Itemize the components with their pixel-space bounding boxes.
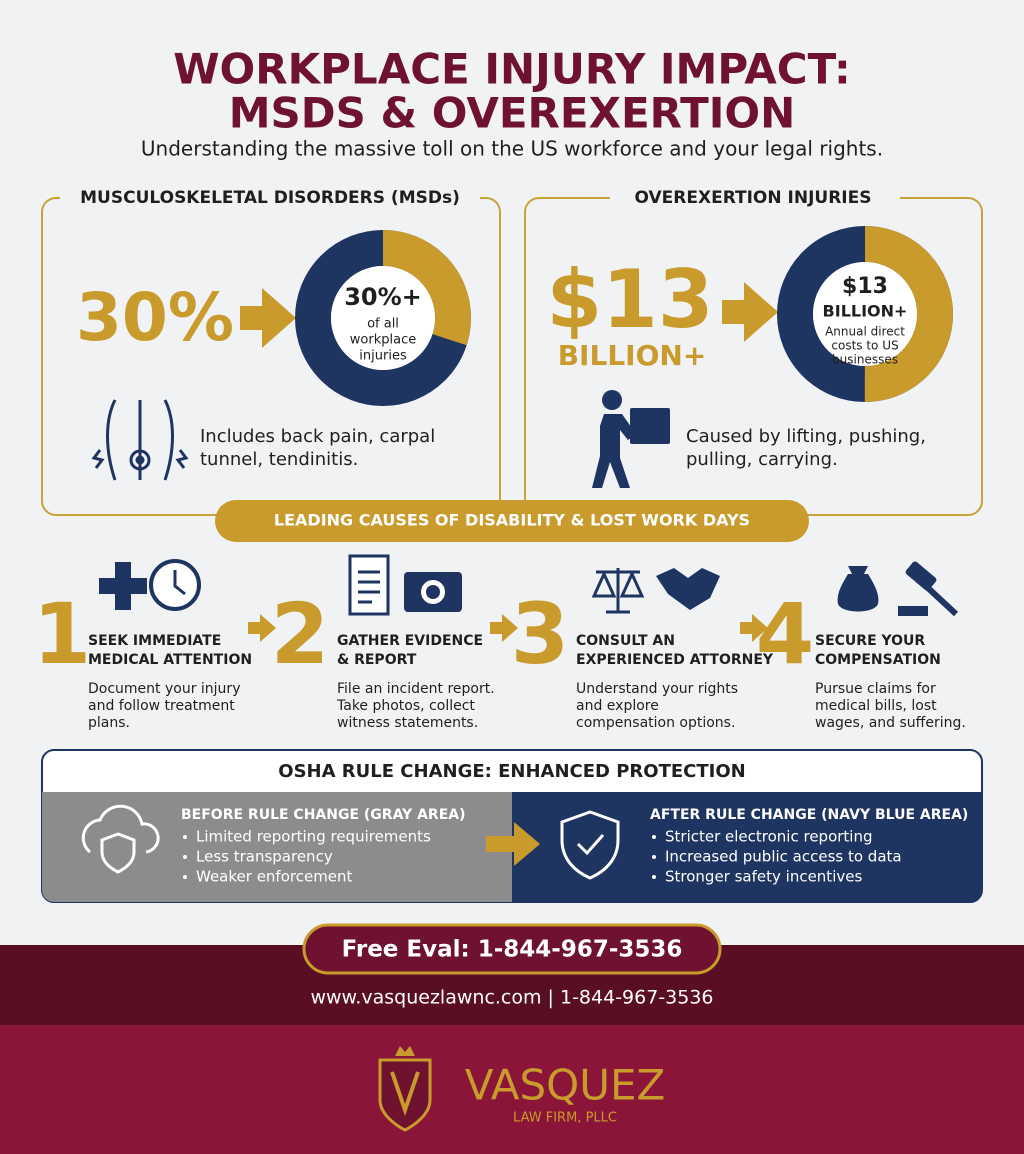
bullet	[183, 855, 187, 859]
step-title: CONSULT AN	[576, 633, 675, 649]
heading-gap	[60, 186, 480, 210]
step-title: EXPERIENCED ATTORNEY	[576, 652, 774, 668]
big-stat: $13	[547, 253, 714, 346]
step-description: Pursue claims for	[815, 681, 936, 697]
list-item: Stricter electronic reporting	[665, 828, 873, 846]
donut-label: $13	[842, 274, 888, 299]
caption: tunnel, tendinitis.	[200, 449, 358, 470]
step-number: 2	[271, 585, 329, 683]
step-title: MEDICAL ATTENTION	[88, 652, 252, 668]
banner-pill	[215, 500, 809, 542]
arrow	[486, 822, 540, 866]
step-title: COMPENSATION	[815, 652, 941, 668]
donut	[295, 230, 471, 406]
bullet	[652, 835, 656, 839]
donut-label: costs to US	[831, 339, 898, 353]
shield-icon	[560, 810, 620, 880]
logo-subtitle: LAW FIRM, PLLC	[513, 1111, 617, 1126]
donut-label: Annual direct	[825, 325, 905, 339]
step-description: Document your injury	[88, 681, 240, 697]
donut-label: injuries	[359, 349, 407, 364]
step-number: 3	[511, 585, 569, 683]
caption: Caused by lifting, pushing,	[686, 426, 926, 447]
banner-text: LEADING CAUSES OF DISABILITY & LOST WORK…	[274, 511, 750, 530]
logo-name: VASQUEZ	[465, 1061, 666, 1110]
step-number: 4	[756, 585, 814, 683]
step-description: and follow treatment	[88, 698, 235, 714]
column-heading: AFTER RULE CHANGE (NAVY BLUE AREA)	[650, 807, 968, 823]
step-title: SEEK IMMEDIATE	[88, 633, 221, 649]
step-icons	[99, 554, 959, 642]
step-description: witness statements.	[337, 715, 478, 731]
donut-label: of all	[367, 317, 399, 332]
cta-text: Free Eval: 1-844-967-3536	[342, 937, 683, 963]
step-description: File an incident report.	[337, 681, 495, 697]
bullet	[652, 875, 656, 879]
cloud-icon	[81, 804, 160, 874]
step-title: SECURE YOUR	[815, 633, 925, 649]
contact-line: www.vasquezlawnc.com | 1-844-967-3536	[310, 987, 713, 1009]
list-item: Stronger safety incentives	[665, 868, 862, 886]
step-title: GATHER EVIDENCE	[337, 633, 483, 649]
arrow	[240, 288, 296, 348]
after-area	[512, 792, 982, 902]
title: WORKPLACE INJURY IMPACT:	[173, 45, 851, 94]
logo-crest	[378, 1046, 432, 1132]
step-description: Understand your rights	[576, 681, 738, 697]
heading-gap	[610, 186, 900, 210]
logo-band	[0, 1025, 1024, 1154]
list-item: Less transparency	[196, 848, 333, 866]
column-heading: BEFORE RULE CHANGE (GRAY AREA)	[181, 807, 465, 823]
list-item: Weaker enforcement	[196, 868, 353, 886]
donut	[777, 226, 953, 402]
donut-label: 30%+	[344, 283, 422, 311]
subtitle: Understanding the massive toll on the US…	[141, 137, 883, 161]
step-title: & REPORT	[337, 652, 417, 668]
panel-heading: MUSCULOSKELETAL DISORDERS (MSDs)	[80, 188, 460, 208]
back-icon	[91, 399, 189, 481]
lifting-icon	[592, 390, 670, 488]
osha-heading: OSHA RULE CHANGE: ENHANCED PROTECTION	[278, 761, 745, 782]
step-number: 1	[33, 585, 91, 683]
big-stat: 30%	[76, 279, 234, 356]
cta-pill	[302, 923, 722, 975]
title: MSDS & OVEREXERTION	[229, 89, 796, 138]
step-description: compensation options.	[576, 715, 735, 731]
before-area	[42, 792, 512, 902]
step-description: wages, and suffering.	[815, 715, 966, 731]
step-description: medical bills, lost	[815, 698, 937, 714]
step-description: Take photos, collect	[336, 698, 475, 714]
list-item: Limited reporting requirements	[196, 828, 431, 846]
donut-label: BILLION+	[823, 302, 908, 321]
big-stat: BILLION+	[558, 339, 707, 372]
arrow	[722, 282, 778, 342]
bullet	[183, 875, 187, 879]
caption: pulling, carrying.	[686, 449, 838, 470]
list-item: Increased public access to data	[665, 848, 902, 866]
step-description: and explore	[576, 698, 659, 714]
step-description: plans.	[88, 715, 130, 731]
panel-heading: OVEREXERTION INJURIES	[635, 188, 872, 208]
donut-label: workplace	[350, 333, 416, 348]
donut-label: businesses	[832, 353, 898, 367]
caption: Includes back pain, carpal	[200, 426, 435, 447]
bullet	[652, 855, 656, 859]
bullet	[183, 835, 187, 839]
